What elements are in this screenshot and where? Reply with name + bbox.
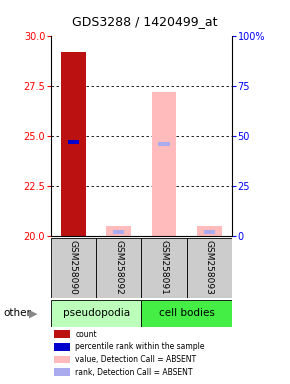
Bar: [142, 300, 232, 327]
Text: count: count: [75, 329, 97, 339]
Text: other: other: [3, 308, 31, 318]
Bar: [158, 142, 170, 146]
Text: rank, Detection Call = ABSENT: rank, Detection Call = ABSENT: [75, 367, 193, 377]
Bar: [113, 230, 124, 234]
Text: cell bodies: cell bodies: [159, 308, 215, 318]
Text: GDS3288 / 1420499_at: GDS3288 / 1420499_at: [72, 15, 218, 28]
Text: value, Detection Call = ABSENT: value, Detection Call = ABSENT: [75, 355, 197, 364]
Bar: [51, 238, 96, 298]
Bar: [68, 140, 79, 144]
Bar: [204, 230, 215, 234]
Text: pseudopodia: pseudopodia: [63, 308, 130, 318]
Text: GSM258090: GSM258090: [69, 240, 78, 295]
Text: percentile rank within the sample: percentile rank within the sample: [75, 342, 205, 351]
Text: GSM258092: GSM258092: [114, 240, 123, 295]
Bar: [61, 53, 86, 236]
Bar: [51, 300, 142, 327]
Bar: [96, 238, 142, 298]
Text: ▶: ▶: [29, 308, 38, 318]
Bar: [187, 238, 232, 298]
Bar: [142, 238, 187, 298]
Bar: [106, 226, 131, 236]
Text: GSM258093: GSM258093: [205, 240, 214, 295]
Bar: [152, 93, 177, 236]
Text: GSM258091: GSM258091: [160, 240, 168, 295]
Bar: [197, 226, 222, 236]
